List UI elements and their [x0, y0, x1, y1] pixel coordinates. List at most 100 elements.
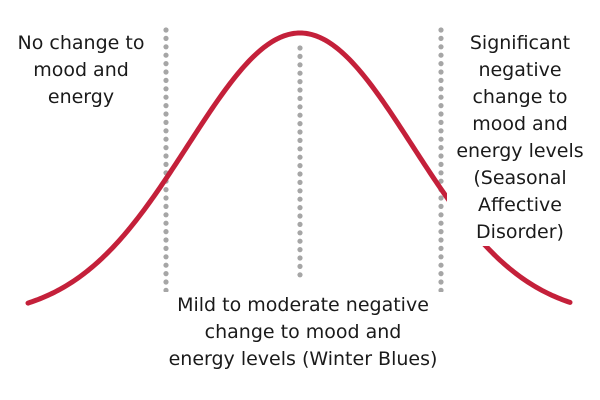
left-region-label: No change to mood and energy: [2, 30, 160, 111]
divider-dot: [297, 79, 303, 85]
center-label-line: Mild to moderate negative: [177, 294, 429, 316]
divider-dot: [163, 212, 169, 218]
right-label-line: mood and: [472, 113, 568, 135]
right-label-line: Significant: [469, 32, 571, 54]
center-label-line: energy levels (Winter Blues): [168, 348, 438, 370]
divider-dot: [163, 245, 169, 251]
divider-dot: [163, 262, 169, 268]
divider-dot: [163, 69, 169, 75]
divider-dot: [438, 170, 444, 176]
divider-dot: [297, 45, 303, 51]
divider-dot: [297, 171, 303, 177]
divider-dot: [438, 35, 444, 42]
divider-dot: [297, 95, 303, 101]
divider-dot: [438, 119, 444, 125]
divider-dot: [438, 86, 444, 92]
divider-dot: [438, 61, 444, 67]
divider-dot: [438, 178, 444, 184]
divider-dot: [297, 70, 303, 76]
center-label-line: change to mood and: [204, 321, 402, 343]
divider-dot: [163, 287, 169, 293]
divider-dot: [438, 161, 444, 167]
divider-dot: [163, 195, 169, 201]
divider-dot: [438, 279, 444, 285]
divider-dot: [438, 220, 444, 226]
divider-dot: [163, 27, 169, 33]
divider-dot: [163, 237, 169, 243]
divider-dot: [438, 254, 444, 260]
divider-dot: [297, 112, 303, 118]
divider-dot: [297, 247, 303, 253]
center-divider: [297, 45, 303, 278]
divider-dot: [297, 230, 303, 236]
right-label-line: energy levels: [456, 140, 584, 162]
divider-dot: [438, 203, 444, 209]
divider-dot: [438, 69, 444, 75]
right-label-line: (Seasonal: [473, 167, 567, 189]
left-label-line: No change to: [17, 32, 145, 54]
divider-dot: [438, 136, 444, 142]
divider-dot: [163, 119, 169, 125]
divider-dot: [438, 229, 444, 235]
divider-dot: [297, 163, 303, 169]
divider-dot: [163, 254, 169, 260]
divider-dot: [163, 161, 169, 167]
divider-dot: [438, 271, 444, 277]
divider-dot: [163, 187, 169, 193]
divider-dot: [297, 62, 303, 68]
divider-dot: [438, 237, 444, 243]
divider-dot: [297, 238, 303, 244]
divider-dot: [163, 52, 169, 58]
right-label-line: negative: [478, 59, 562, 81]
divider-dot: [297, 272, 303, 278]
divider-dot: [438, 145, 444, 151]
divider-dot: [297, 188, 303, 194]
right-label-line: change to: [472, 86, 568, 108]
divider-dot: [438, 44, 444, 50]
divider-dot: [297, 179, 303, 185]
divider-dot: [163, 153, 169, 159]
divider-dot: [297, 53, 303, 60]
divider-dot: [438, 111, 444, 117]
center-region-label: Mild to moderate negative change to mood…: [160, 292, 446, 373]
divider-dot: [297, 154, 303, 160]
divider-dot: [297, 146, 303, 152]
divider-dot: [163, 145, 169, 151]
left-label-line: energy: [47, 86, 115, 108]
right-label-line: Affective: [478, 194, 562, 216]
divider-dot: [297, 137, 303, 143]
divider-dot: [163, 77, 169, 83]
divider-dot: [163, 229, 169, 235]
divider-dot: [163, 271, 169, 277]
divider-dot: [438, 103, 444, 109]
divider-dot: [297, 255, 303, 261]
divider-dot: [438, 262, 444, 268]
divider-dot: [163, 128, 169, 134]
divider-dot: [297, 121, 303, 127]
divider-dot: [438, 27, 444, 33]
divider-dot: [163, 61, 169, 67]
divider-dot: [163, 136, 169, 142]
divider-dot: [163, 103, 169, 109]
divider-dot: [438, 195, 444, 201]
divider-dot: [163, 35, 169, 42]
divider-dot: [163, 44, 169, 50]
divider-dot: [438, 52, 444, 58]
divider-dot: [297, 129, 303, 135]
left-label-line: mood and: [33, 59, 129, 81]
divider-dot: [297, 87, 303, 93]
divider-dot: [163, 111, 169, 117]
divider-dot: [438, 212, 444, 218]
right-region-label: Significant negative change to mood and …: [447, 30, 593, 246]
divider-dot: [297, 205, 303, 211]
divider-dot: [438, 77, 444, 83]
divider-dot: [297, 221, 303, 227]
divider-dot: [438, 245, 444, 251]
divider-dot: [163, 203, 169, 209]
right-divider: [438, 27, 444, 319]
divider-dot: [163, 86, 169, 92]
divider-dot: [163, 94, 169, 100]
divider-dot: [438, 94, 444, 100]
divider-dot: [163, 220, 169, 226]
divider-dot: [297, 263, 303, 269]
